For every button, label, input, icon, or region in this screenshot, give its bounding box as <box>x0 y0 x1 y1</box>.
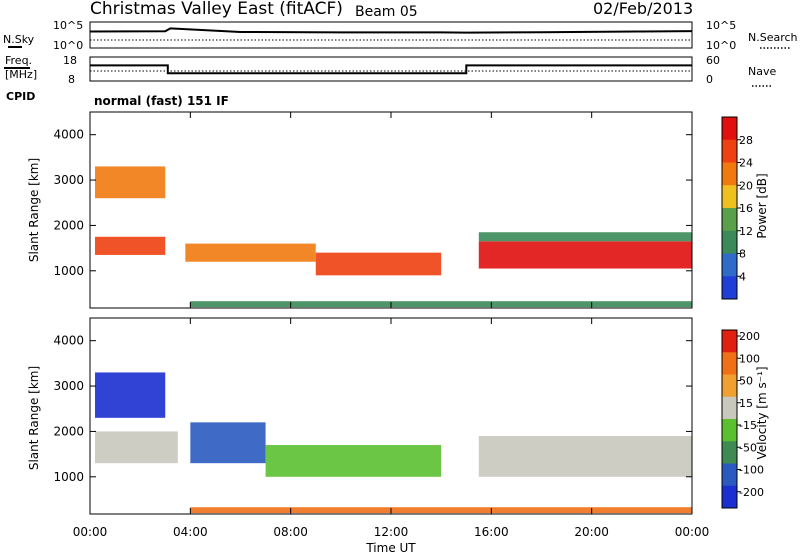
cbar-segment-5 <box>722 230 737 254</box>
cbar-tick-label-3: 15 <box>739 397 753 410</box>
cbar-tick-label-5: -50 <box>739 441 757 454</box>
y-tick-label-3: 4000 <box>53 334 84 348</box>
cbar-tick-label-3: 16 <box>739 202 753 215</box>
nsearch-tick-top: 10^5 <box>706 19 736 32</box>
data-band-5 <box>478 232 692 242</box>
cbar-tick-label-0: 28 <box>739 134 753 147</box>
nsky-tick-top: 10^5 <box>53 19 83 32</box>
nave-tick-bottom: 0 <box>706 73 713 86</box>
y-tick-label-3: 4000 <box>53 128 84 142</box>
beam-label: Beam 05 <box>355 4 418 20</box>
cbar-tick-label-4: -15 <box>739 419 757 432</box>
data-band-2 <box>185 243 316 262</box>
nave-tick-top: 60 <box>706 54 720 67</box>
cbar-tick-label-0: 200 <box>739 330 760 343</box>
cbar-tick-label-5: 8 <box>739 248 746 261</box>
data-band-3 <box>315 252 442 276</box>
power-colorbar: 28 24 20 16 12 8 4 <box>721 116 753 300</box>
cbar-segment-0 <box>722 330 737 353</box>
data-band-3 <box>265 445 442 477</box>
power-heatmap <box>95 166 693 308</box>
noise-panel-frame <box>89 21 693 49</box>
nsky-trace <box>89 27 693 34</box>
y-tick-label-0: 1000 <box>53 264 84 278</box>
velocity-heatmap <box>95 372 693 514</box>
cbar-segment-4 <box>722 208 737 232</box>
cbar-tick-label-1: 100 <box>739 352 760 365</box>
cbar-segment-1 <box>722 352 737 375</box>
cpid-value: normal (fast) 151 IF <box>94 94 229 108</box>
data-band-5 <box>190 507 693 514</box>
power-ylabel: Slant Range [km] <box>27 158 41 262</box>
xlabel: Time UT <box>365 541 416 554</box>
y-tick-label-2: 3000 <box>53 173 84 187</box>
velocity-panel-frame <box>89 317 693 515</box>
cbar-segment-7 <box>722 485 737 509</box>
y-tick-label-2: 3000 <box>53 379 84 393</box>
data-band-6 <box>190 301 693 308</box>
freq-panel-frame <box>89 56 693 82</box>
data-band-2 <box>190 422 266 464</box>
x-tick-label-1: 04:00 <box>173 525 208 539</box>
cbar-segment-3 <box>722 396 737 420</box>
freq-label: Freq. <box>5 54 32 67</box>
cbar-tick-label-1: 24 <box>739 157 753 170</box>
cbar-segment-6 <box>722 253 737 277</box>
cbar-segment-0 <box>722 117 737 141</box>
cbar-segment-6 <box>722 463 737 487</box>
cbar-segment-1 <box>722 139 737 163</box>
velocity-colorbar: 200 100 50 15 -15 -50 -100 -200 <box>721 329 764 509</box>
velocity-ylabel: Slant Range [km] <box>27 366 41 470</box>
noise-traces <box>89 27 693 41</box>
power-axes: 1000 2000 3000 4000 <box>53 112 693 308</box>
cbar-tick-label-4: 12 <box>739 225 753 238</box>
freq-tick-bottom: 8 <box>68 73 75 86</box>
x-tick-label-0: 00:00 <box>73 525 108 539</box>
cbar-segment-5 <box>722 441 737 464</box>
x-tick-label-3: 12:00 <box>374 525 409 539</box>
x-tick-label-2: 08:00 <box>273 525 308 539</box>
station-title: Christmas Valley East (fitACF) <box>90 0 343 19</box>
cbar-tick-label-6: 4 <box>739 270 746 283</box>
nsearch-label: N.Search <box>748 31 798 44</box>
cbar-segment-3 <box>722 185 737 209</box>
data-band-1 <box>95 431 178 464</box>
data-band-0 <box>95 372 166 418</box>
power-cbar-label: Power [dB] <box>755 173 769 238</box>
power-panel-frame <box>89 111 693 309</box>
cbar-tick-label-7: -200 <box>739 486 764 499</box>
nsky-tick-bottom: 10^0 <box>53 39 83 52</box>
data-band-1 <box>95 166 166 199</box>
y-tick-label-1: 2000 <box>53 218 84 232</box>
date-label: 02/Feb/2013 <box>593 0 693 18</box>
x-tick-label-4: 16:00 <box>474 525 509 539</box>
y-tick-label-0: 1000 <box>53 470 84 484</box>
cbar-segment-2 <box>722 374 737 398</box>
data-band-4 <box>478 435 692 477</box>
cbar-segment-7 <box>722 276 737 300</box>
cbar-tick-label-2: 20 <box>739 179 753 192</box>
freq-traces <box>90 64 692 75</box>
velocity-cbar-label: Velocity [m s⁻¹] <box>755 366 769 459</box>
nsearch-tick-bottom: 10^0 <box>706 39 736 52</box>
time-axis: 00:00 04:00 08:00 12:00 16:00 20:00 00:00 <box>73 525 710 539</box>
cbar-tick-label-2: 50 <box>739 375 753 388</box>
velocity-axes: 1000 2000 3000 4000 <box>53 318 693 514</box>
nsky-label: N.Sky <box>3 33 35 46</box>
freq-tick-top: 18 <box>63 54 77 67</box>
freq-trace <box>90 64 692 75</box>
x-tick-label-5: 20:00 <box>574 525 609 539</box>
x-tick-label-6: 00:00 <box>675 525 710 539</box>
freq-unit-label: [MHz] <box>5 68 37 81</box>
cbar-frame <box>721 329 738 509</box>
data-band-4 <box>478 241 692 269</box>
cbar-segment-4 <box>722 419 737 442</box>
y-tick-label-1: 2000 <box>53 424 84 438</box>
nave-label: Nave <box>748 65 776 78</box>
cbar-segment-2 <box>722 162 737 186</box>
cpid-label: CPID <box>6 90 35 103</box>
cbar-tick-label-6: -100 <box>739 464 764 477</box>
data-band-0 <box>95 236 166 255</box>
